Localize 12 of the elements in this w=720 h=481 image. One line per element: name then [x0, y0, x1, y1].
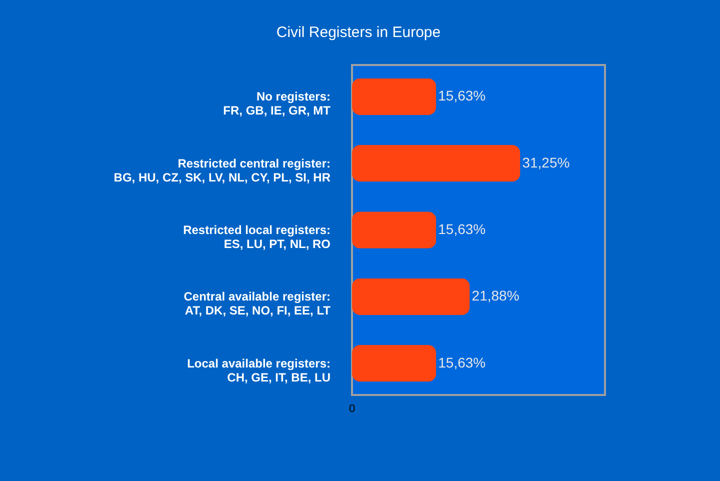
y-tick-label: Restricted central register: BG, HU, CZ, SK, LV, NL, CY, PL, SI, HR [114, 156, 331, 184]
text: 0 [348, 403, 356, 415]
data-label: 21,88% [472, 288, 520, 304]
y-tick-label: Central available register: AT, DK, SE, NO, FI, EE, LT [184, 290, 332, 318]
data-label: 15,63% [438, 354, 486, 370]
data-label: 15,63% [438, 88, 486, 104]
data-label: 15,63% [438, 221, 486, 237]
chart-title: Civil Registers in Europe [276, 24, 441, 41]
data-label: 31,25% [522, 154, 570, 170]
y-tick-label: No registers: FR, GB, IE, GR, MT [223, 90, 332, 118]
y-tick-label: Local available registers: CH, GE, IT, BE, LU [187, 356, 330, 384]
y-tick-label: Restricted local registers: ES, LU, PT, NL, RO [183, 223, 330, 251]
